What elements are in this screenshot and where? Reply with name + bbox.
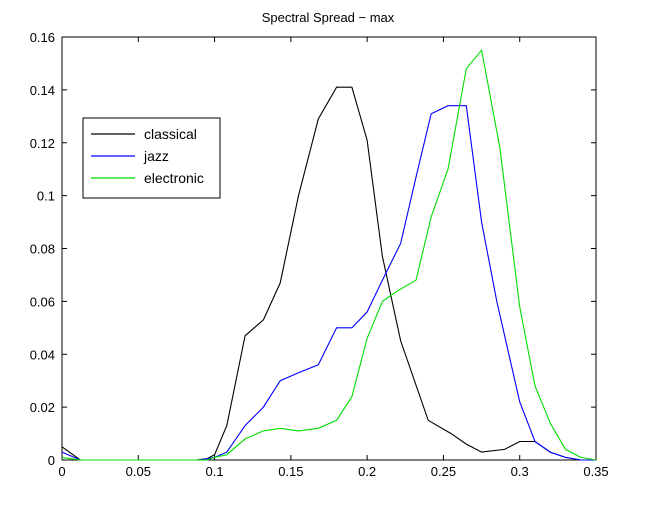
- chart-title: Spectral Spread − max: [262, 10, 395, 25]
- legend-box: [82, 117, 221, 199]
- x-tick-label: 0.25: [431, 464, 456, 479]
- legend: classical jazz electronic: [82, 117, 221, 199]
- y-tick-label: 0.16: [30, 30, 55, 45]
- y-tick-label: 0.08: [30, 242, 55, 257]
- y-tick-label: 0: [48, 453, 55, 468]
- legend-label-jazz: jazz: [143, 148, 169, 164]
- x-tick-label: 0.1: [206, 464, 224, 479]
- x-tick-label: 0.35: [583, 464, 608, 479]
- x-tick-label: 0.3: [511, 464, 529, 479]
- series-line-electronic: [61, 48, 597, 461]
- y-tick-label: 0.04: [30, 347, 55, 362]
- y-tick-label: 0.14: [30, 83, 55, 98]
- y-tick-label: 0.06: [30, 294, 55, 309]
- y-tick-label: 0.02: [30, 400, 55, 415]
- legend-label-electronic: electronic: [144, 170, 204, 186]
- x-tick-label: 0.15: [278, 464, 303, 479]
- y-tick-label: 0.1: [37, 189, 55, 204]
- x-tick-label: 0.2: [358, 464, 376, 479]
- y-tick-label: 0.12: [30, 136, 55, 151]
- x-tick-label: 0.05: [126, 464, 151, 479]
- legend-label-classical: classical: [144, 126, 197, 142]
- plot-area: 0 0.05 0.1 0.15 0.2 0.25 0.3 0.35 0 0.02 0.04 0.06 0…: [30, 30, 609, 479]
- x-tick-label: 0: [58, 464, 65, 479]
